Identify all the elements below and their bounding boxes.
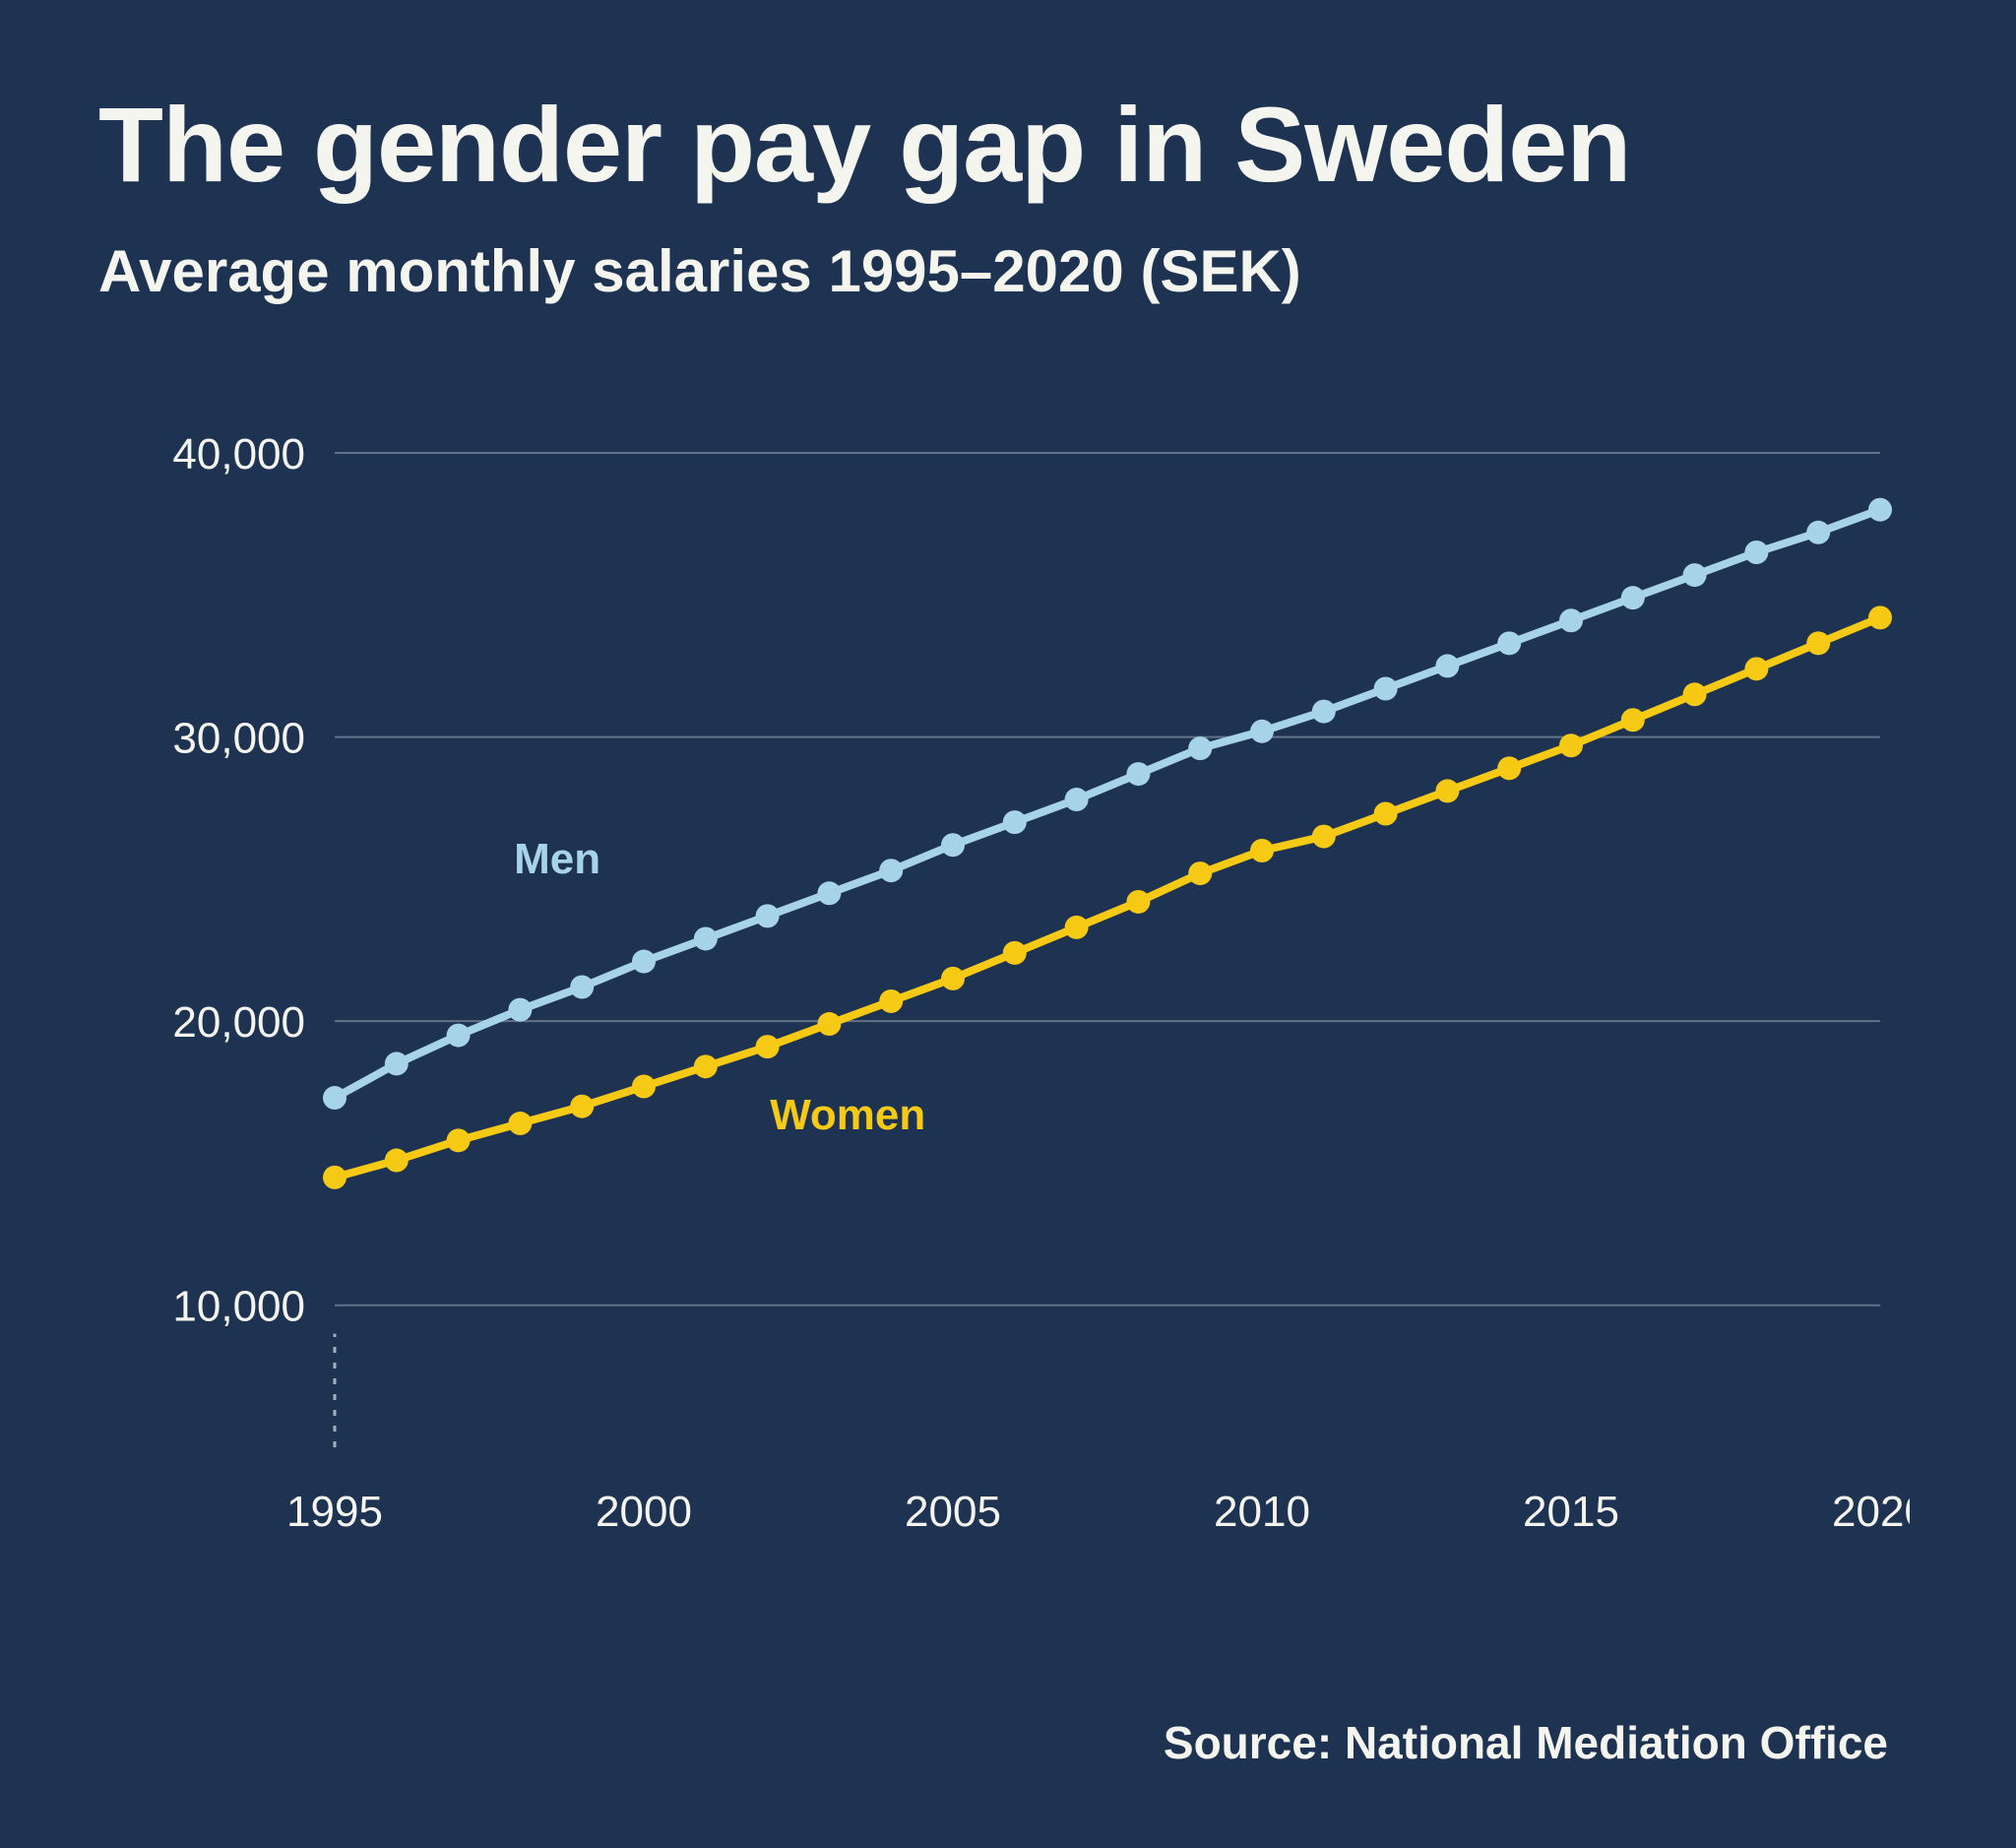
series-marker-men <box>447 1024 471 1048</box>
series-marker-men <box>1312 700 1336 724</box>
x-axis-label: 1995 <box>286 1488 383 1536</box>
series-marker-women <box>1621 709 1645 733</box>
series-marker-men <box>694 927 718 951</box>
series-marker-men <box>1435 655 1459 678</box>
series-marker-women <box>879 989 903 1013</box>
series-marker-men <box>817 882 841 906</box>
chart-container: 10,000 20,000 30,000 40,000 1995 2000 2005 2010… <box>118 433 1910 1615</box>
y-axis-label: 20,000 <box>172 999 305 1048</box>
series-marker-women <box>1559 734 1583 758</box>
series-marker-men <box>1188 737 1212 761</box>
series-marker-men <box>1621 587 1645 610</box>
series-label-women: Women <box>770 1091 925 1139</box>
series-marker-women <box>385 1149 409 1173</box>
x-axis-label: 2005 <box>905 1488 1001 1536</box>
page-subtitle: Average monthly salaries 1995–2020 (SEK) <box>98 237 1918 305</box>
series-marker-women <box>1374 802 1398 826</box>
series-line-women <box>335 618 1880 1178</box>
series-marker-men <box>1250 720 1274 743</box>
series-marker-men <box>508 998 532 1022</box>
series-marker-men <box>1806 521 1830 544</box>
series-marker-men <box>756 905 780 928</box>
y-axis-label: 10,000 <box>172 1283 305 1331</box>
series-marker-men <box>385 1052 409 1076</box>
series-marker-women <box>1683 683 1707 707</box>
series-marker-women <box>941 967 965 990</box>
series-marker-women <box>1435 780 1459 803</box>
series-label-men: Men <box>514 835 600 883</box>
series-marker-women <box>817 1012 841 1036</box>
series-marker-men <box>1003 811 1027 835</box>
x-axis-label: 2015 <box>1523 1488 1619 1536</box>
series-marker-women <box>323 1166 346 1189</box>
series-marker-men <box>1683 563 1707 587</box>
series-marker-women <box>694 1055 718 1079</box>
series-marker-men <box>941 834 965 858</box>
series-marker-women <box>1868 606 1892 630</box>
series-marker-women <box>1065 916 1089 939</box>
page-title: The gender pay gap in Sweden <box>98 89 1918 200</box>
series-marker-men <box>1126 762 1150 786</box>
source-label: Source: National Mediation Office <box>1164 1716 1888 1769</box>
series-marker-women <box>1312 825 1336 849</box>
series-marker-women <box>1188 861 1212 885</box>
series-marker-women <box>756 1036 780 1059</box>
series-marker-men <box>323 1086 346 1110</box>
x-axis-label: 2020 <box>1832 1488 1910 1536</box>
series-marker-men <box>570 976 594 999</box>
series-marker-men <box>1868 498 1892 522</box>
series-marker-men <box>1497 632 1521 656</box>
series-line-men <box>335 510 1880 1098</box>
series-marker-men <box>632 950 656 974</box>
x-axis-label: 2010 <box>1214 1488 1310 1536</box>
series-marker-women <box>1744 658 1768 681</box>
series-marker-men <box>1065 788 1089 811</box>
series-marker-men <box>1374 677 1398 701</box>
series-marker-women <box>570 1095 594 1118</box>
series-marker-men <box>1559 609 1583 633</box>
series-marker-women <box>447 1129 471 1153</box>
series-marker-women <box>1806 632 1830 656</box>
line-chart: 10,000 20,000 30,000 40,000 1995 2000 2005 2010… <box>118 433 1910 1615</box>
series-marker-men <box>879 860 903 883</box>
x-axis-label: 2000 <box>596 1488 692 1536</box>
series-marker-women <box>1126 890 1150 914</box>
series-marker-men <box>1744 541 1768 564</box>
y-axis-label: 30,000 <box>172 715 305 763</box>
series-marker-women <box>508 1112 532 1135</box>
series-marker-women <box>1003 941 1027 965</box>
series-marker-women <box>1497 757 1521 781</box>
chart-page: The gender pay gap in Sweden Average mon… <box>0 0 2016 1848</box>
series-marker-women <box>1250 839 1274 862</box>
y-axis-label: 40,000 <box>172 433 305 478</box>
series-marker-women <box>632 1075 656 1099</box>
